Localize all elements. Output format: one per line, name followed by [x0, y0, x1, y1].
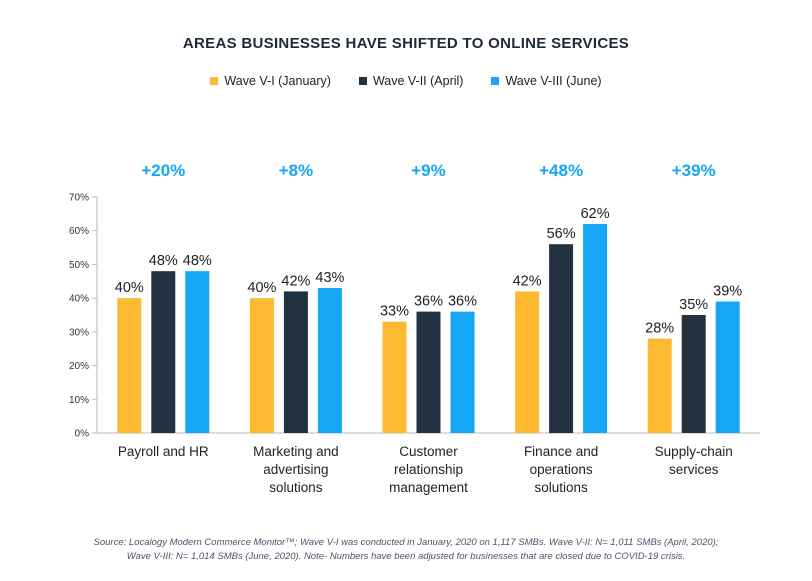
- bar: [382, 321, 407, 433]
- legend-label-wave-1: Wave V-I (January): [224, 74, 331, 88]
- y-tick-label: 40%: [69, 294, 89, 305]
- bar-value-label: 35%: [679, 297, 708, 313]
- bar-value-label: 28%: [645, 321, 674, 337]
- bar-value-label: 48%: [149, 253, 178, 269]
- category-label: management: [389, 480, 468, 495]
- bar-value-label: 43%: [315, 270, 344, 286]
- category-label: Payroll and HR: [118, 444, 209, 459]
- bar: [185, 271, 210, 433]
- change-label: +8%: [279, 161, 314, 180]
- bar: [117, 298, 142, 433]
- bar-value-label: 40%: [115, 280, 144, 296]
- category-label: relationship: [394, 462, 463, 477]
- y-tick-label: 70%: [69, 193, 89, 204]
- change-label: +9%: [411, 161, 446, 180]
- bar: [151, 271, 176, 433]
- bar-value-label: 42%: [513, 273, 542, 289]
- bar-value-label: 42%: [281, 273, 310, 289]
- category-label: Marketing and: [253, 444, 339, 459]
- category-label: solutions: [269, 480, 323, 495]
- legend-swatch-wave-2: [358, 77, 367, 85]
- bar-value-label: 40%: [247, 280, 276, 296]
- legend-item-wave-1: Wave V-I (January): [210, 74, 331, 88]
- legend-swatch-wave-3: [491, 77, 500, 85]
- bar-value-label: 33%: [380, 304, 409, 320]
- source-note: Source: Localogy Modern Commerce Monitor…: [40, 536, 772, 564]
- category-label: services: [669, 462, 719, 477]
- y-tick-label: 10%: [69, 395, 89, 406]
- category-label: operations: [530, 462, 593, 477]
- bar: [583, 223, 608, 433]
- legend-item-wave-2: Wave V-II (April): [358, 74, 464, 88]
- bar: [647, 338, 672, 433]
- bar: [416, 311, 441, 433]
- y-tick-label: 60%: [69, 226, 89, 237]
- y-tick-label: 0%: [75, 429, 90, 440]
- y-tick-label: 50%: [69, 260, 89, 271]
- change-label: +39%: [672, 161, 716, 180]
- change-label: +48%: [539, 161, 583, 180]
- bar: [549, 244, 574, 433]
- bar: [715, 301, 740, 433]
- bar: [317, 288, 342, 433]
- legend-item-wave-3: Wave V-III (June): [491, 74, 602, 88]
- bar-value-label: 62%: [581, 206, 610, 222]
- bar: [450, 311, 475, 433]
- category-label: advertising: [263, 462, 328, 477]
- legend-label-wave-2: Wave V-II (April): [372, 74, 464, 88]
- category-label: Supply-chain: [655, 444, 733, 459]
- bar-value-label: 48%: [183, 253, 212, 269]
- bar: [681, 315, 706, 433]
- source-line-1: Source: Localogy Modern Commerce Monitor…: [93, 537, 719, 548]
- bar-value-label: 36%: [448, 294, 477, 310]
- bar-value-label: 36%: [414, 294, 443, 310]
- bar-value-label: 39%: [713, 284, 742, 300]
- source-line-2: Wave V-III: N= 1,014 SMBs (June, 2020). …: [126, 551, 686, 562]
- y-tick-label: 20%: [69, 361, 89, 372]
- category-label: Customer: [399, 444, 458, 459]
- chart-title: AREAS BUSINESSES HAVE SHIFTED TO ONLINE …: [182, 35, 630, 52]
- legend-swatch-wave-1: [210, 77, 219, 85]
- y-tick-label: 30%: [69, 327, 89, 338]
- bar: [249, 298, 274, 433]
- legend-label-wave-3: Wave V-III (June): [505, 74, 602, 88]
- category-label: Finance and: [524, 444, 598, 459]
- bar: [515, 291, 540, 433]
- category-label: solutions: [534, 480, 588, 495]
- change-label: +20%: [141, 161, 185, 180]
- bar-value-label: 56%: [547, 226, 576, 242]
- legend: Wave V-I (January) Wave V-II (April) Wav…: [0, 74, 812, 88]
- bar: [283, 291, 308, 433]
